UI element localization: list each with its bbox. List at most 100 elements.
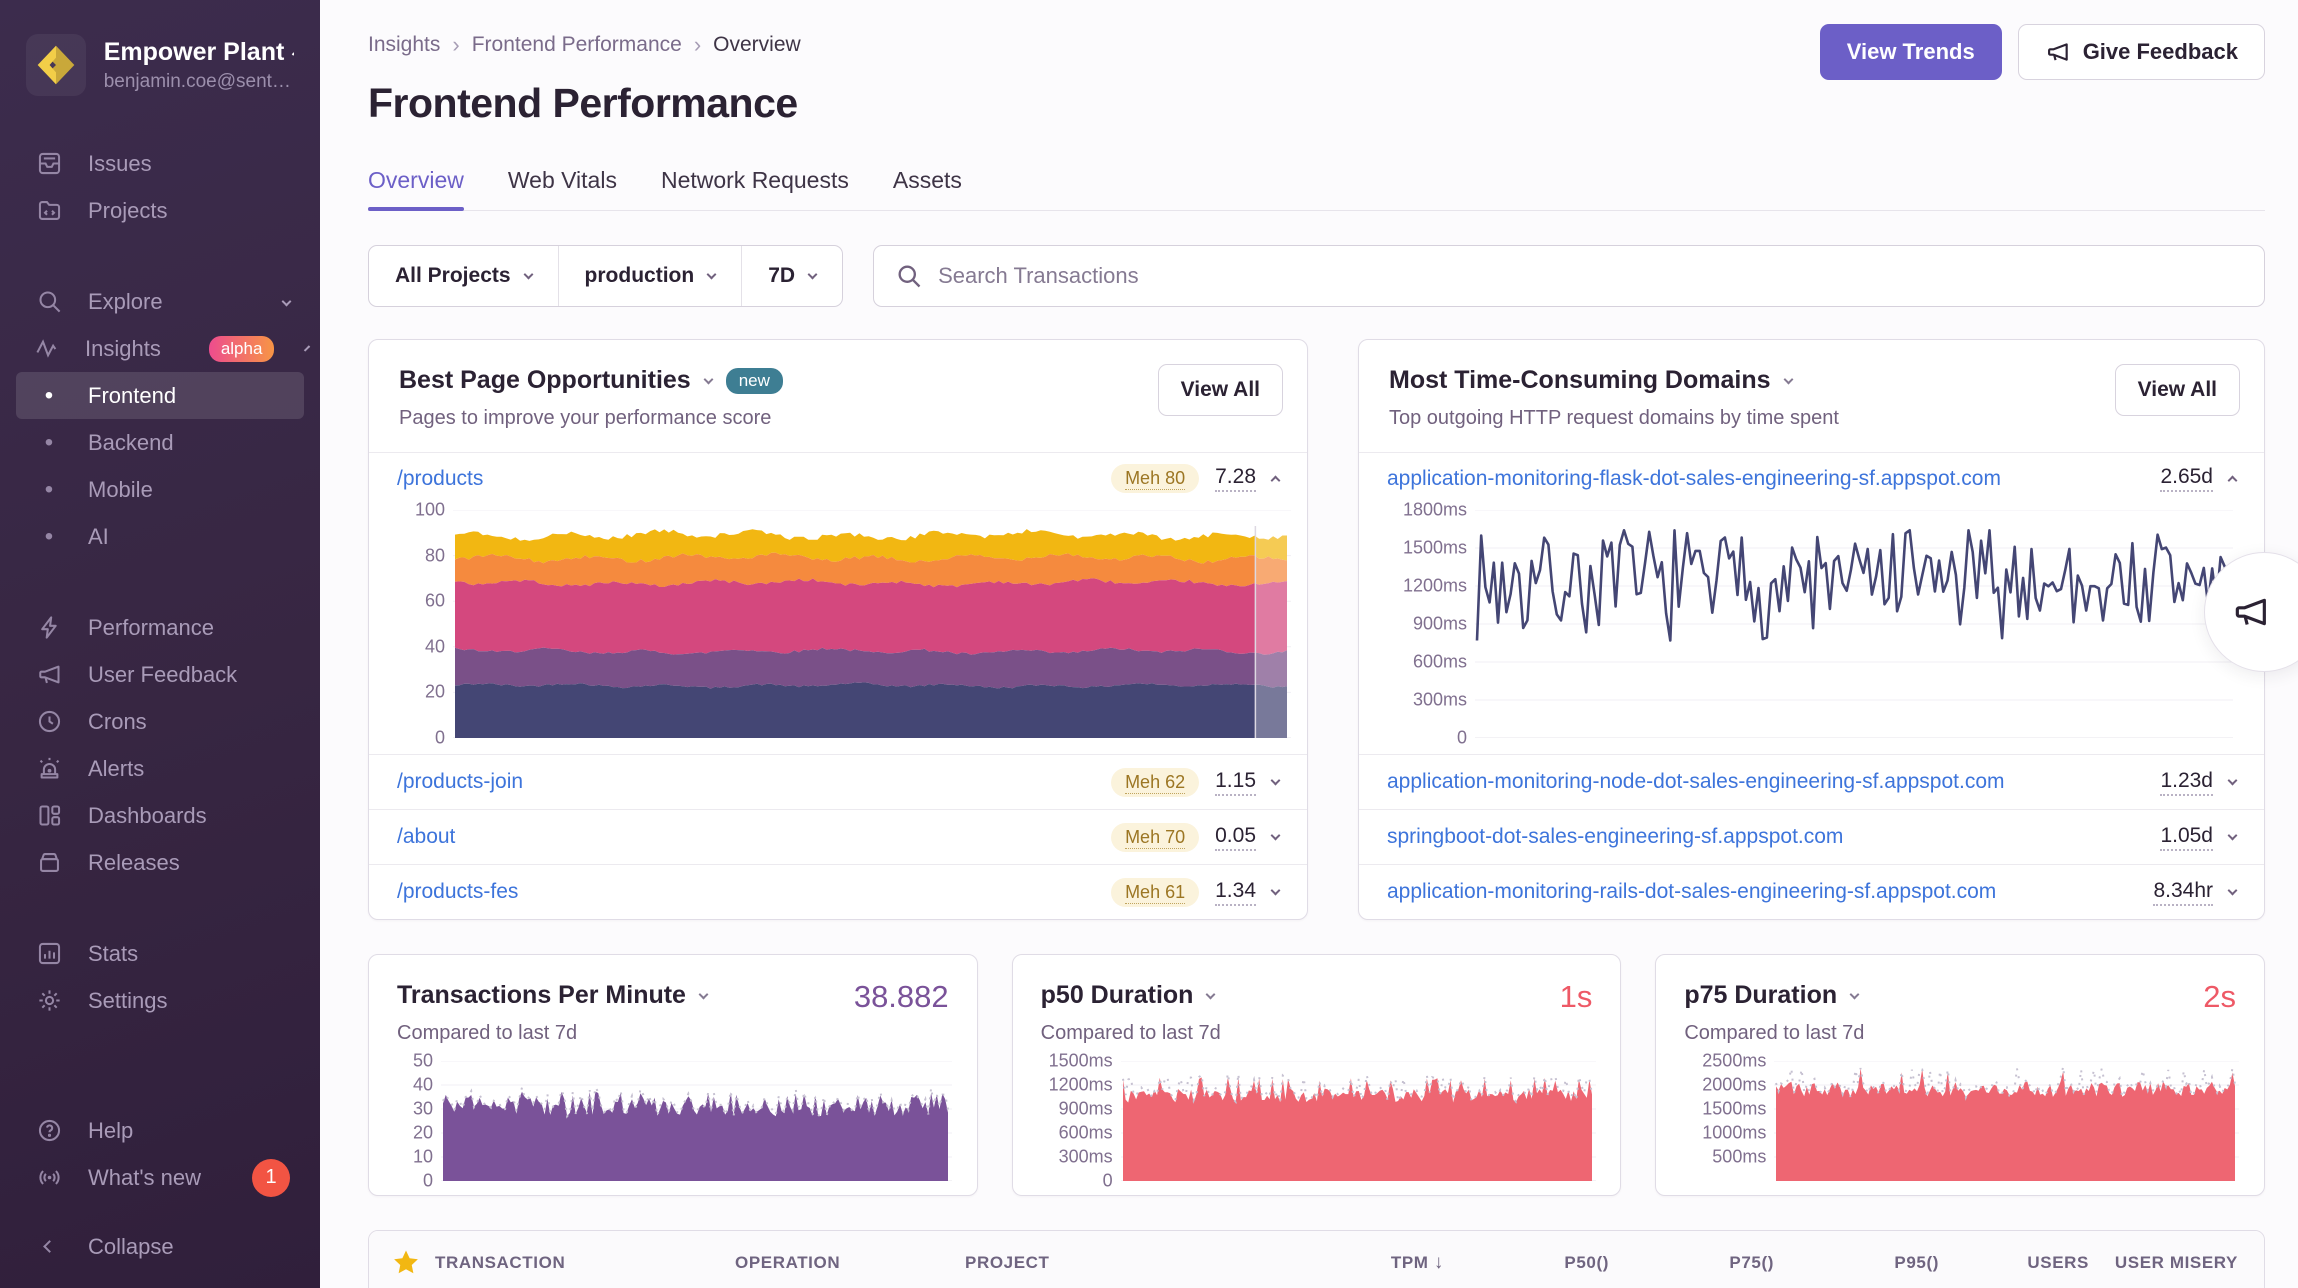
chevron-down-icon[interactable] bbox=[1270, 775, 1281, 786]
sidebar: Empower Plant benjamin.coe@sent… Issues … bbox=[0, 0, 320, 1288]
sidebar-item-insights[interactable]: Insights alpha bbox=[16, 325, 311, 372]
sidebar-item-stats[interactable]: Stats bbox=[16, 930, 304, 977]
tab-assets[interactable]: Assets bbox=[892, 167, 962, 193]
give-feedback-button[interactable]: Give Feedback bbox=[2017, 24, 2265, 80]
list-item[interactable]: /products-fes Meh 61 1.34 bbox=[369, 864, 1307, 919]
list-item[interactable]: /about Meh 70 0.05 bbox=[369, 809, 1307, 864]
breadcrumb-frontend-performance[interactable]: Frontend Performance bbox=[471, 33, 682, 56]
chevron-down-icon[interactable] bbox=[2227, 775, 2238, 786]
list-item[interactable]: application-monitoring-rails-dot-sales-e… bbox=[1359, 864, 2264, 919]
col-header-p50[interactable]: P50() bbox=[1564, 1252, 1609, 1272]
domain-link[interactable]: application-monitoring-rails-dot-sales-e… bbox=[1387, 880, 1997, 903]
chevron-down-icon[interactable] bbox=[1270, 830, 1281, 841]
domain-duration[interactable]: 8.34hr bbox=[2153, 879, 2213, 906]
chevron-down-icon[interactable] bbox=[1270, 885, 1281, 896]
metric-title-selector[interactable]: p75 Duration bbox=[1684, 981, 2236, 1010]
view-trends-button[interactable]: View Trends bbox=[1819, 24, 2002, 80]
domain-duration[interactable]: 1.05d bbox=[2160, 824, 2213, 851]
breadcrumb-insights[interactable]: Insights bbox=[368, 33, 441, 56]
sidebar-item-settings[interactable]: Settings bbox=[16, 977, 304, 1024]
opportunity-value[interactable]: 1.34 bbox=[1215, 879, 1256, 906]
sidebar-item-collapse[interactable]: Collapse bbox=[16, 1223, 304, 1270]
score-badge[interactable]: Meh 62 bbox=[1111, 767, 1200, 797]
list-item[interactable]: /products Meh 80 7.28 bbox=[369, 452, 1307, 504]
sidebar-item-projects[interactable]: Projects bbox=[16, 187, 304, 234]
list-item[interactable]: /products-join Meh 62 1.15 bbox=[369, 754, 1307, 809]
transaction-link[interactable]: /products-fes bbox=[397, 880, 519, 903]
tab-web-vitals[interactable]: Web Vitals bbox=[507, 167, 617, 193]
chevron-down-icon bbox=[281, 296, 292, 307]
sidebar-item-backend[interactable]: • Backend bbox=[16, 419, 304, 466]
view-all-button[interactable]: View All bbox=[2114, 364, 2240, 416]
sidebar-item-user-feedback[interactable]: User Feedback bbox=[16, 651, 304, 698]
transaction-link[interactable]: /products-join bbox=[397, 770, 524, 793]
chevron-down-icon[interactable] bbox=[2227, 885, 2238, 896]
domain-link[interactable]: springboot-dot-sales-engineering-sf.apps… bbox=[1387, 825, 1844, 848]
metric-value: 2s bbox=[2203, 979, 2236, 1014]
sidebar-item-releases[interactable]: Releases bbox=[16, 839, 304, 886]
col-header-operation[interactable]: OPERATION bbox=[735, 1252, 841, 1272]
transaction-link[interactable]: /products bbox=[397, 466, 484, 490]
metric-title-selector[interactable]: p50 Duration bbox=[1041, 981, 1593, 1010]
megaphone-icon bbox=[2047, 43, 2068, 61]
search-input[interactable] bbox=[873, 245, 2265, 307]
list-item[interactable]: application-monitoring-node-dot-sales-en… bbox=[1359, 754, 2264, 809]
domain-link[interactable]: application-monitoring-node-dot-sales-en… bbox=[1387, 770, 2005, 793]
chevron-up-icon[interactable] bbox=[2227, 475, 2238, 485]
p50-chart: 1500ms 1200ms 900ms 600ms 300ms 0 bbox=[1013, 1045, 1621, 1195]
list-item[interactable]: application-monitoring-flask-dot-sales-e… bbox=[1359, 452, 2264, 504]
org-email: benjamin.coe@sent… bbox=[103, 70, 291, 92]
tab-overview[interactable]: Overview bbox=[368, 167, 464, 211]
view-all-button[interactable]: View All bbox=[1157, 364, 1283, 416]
card-title-selector[interactable]: Most Time-Consuming Domains bbox=[1389, 366, 2234, 395]
transaction-link[interactable]: /about bbox=[397, 825, 456, 848]
col-header-tpm[interactable]: TPM ↓ bbox=[1390, 1251, 1444, 1273]
sidebar-item-issues[interactable]: Issues bbox=[16, 140, 304, 187]
col-header-p75[interactable]: P75() bbox=[1729, 1252, 1774, 1272]
sidebar-item-label: Releases bbox=[88, 849, 180, 875]
y-axis: 50 40 30 20 10 0 bbox=[412, 1050, 433, 1191]
col-header-users[interactable]: USERS bbox=[2027, 1252, 2089, 1272]
y-axis: 1800ms 1500ms 1200ms 900ms 600ms 300ms 0 bbox=[1402, 499, 1467, 748]
date-range-filter[interactable]: 7D bbox=[741, 246, 842, 306]
score-badge[interactable]: Meh 70 bbox=[1111, 822, 1200, 852]
col-header-project[interactable]: PROJECT bbox=[965, 1252, 1050, 1272]
sidebar-item-ai[interactable]: • AI bbox=[16, 513, 304, 560]
archive-icon bbox=[34, 848, 64, 878]
col-header-p95[interactable]: P95() bbox=[1894, 1252, 1939, 1272]
domain-duration[interactable]: 2.65d bbox=[2160, 465, 2213, 492]
sidebar-item-whats-new[interactable]: What's new 1 bbox=[16, 1154, 304, 1201]
chevron-down-icon[interactable] bbox=[2227, 830, 2238, 841]
score-badge[interactable]: Meh 61 bbox=[1111, 877, 1200, 907]
sidebar-item-frontend[interactable]: • Frontend bbox=[16, 372, 304, 419]
col-header-transaction[interactable]: TRANSACTION bbox=[435, 1252, 566, 1272]
sidebar-item-mobile[interactable]: • Mobile bbox=[16, 466, 304, 513]
domain-link[interactable]: application-monitoring-flask-dot-sales-e… bbox=[1387, 466, 2001, 490]
sidebar-item-dashboards[interactable]: Dashboards bbox=[16, 792, 304, 839]
metric-title-selector[interactable]: Transactions Per Minute bbox=[397, 981, 949, 1010]
org-switcher[interactable]: Empower Plant benjamin.coe@sent… bbox=[0, 28, 320, 96]
score-badge[interactable]: Meh 80 bbox=[1111, 464, 1200, 493]
domain-duration[interactable]: 1.23d bbox=[2160, 769, 2213, 796]
broadcast-icon bbox=[34, 1163, 64, 1193]
col-header-user-misery[interactable]: USER MISERY bbox=[2114, 1252, 2238, 1272]
opportunity-value[interactable]: 0.05 bbox=[1215, 824, 1256, 851]
chevron-up-icon[interactable] bbox=[1270, 475, 1281, 485]
project-filter[interactable]: All Projects bbox=[369, 246, 558, 306]
sidebar-item-explore[interactable]: Explore bbox=[16, 278, 304, 325]
opportunity-value[interactable]: 1.15 bbox=[1215, 769, 1256, 796]
environment-filter[interactable]: production bbox=[557, 246, 742, 306]
sidebar-item-performance[interactable]: Performance bbox=[16, 604, 304, 651]
performance-score-chart: 100 80 60 40 20 0 bbox=[369, 500, 1307, 754]
sidebar-item-label: Explore bbox=[88, 288, 163, 314]
tab-network-requests[interactable]: Network Requests bbox=[660, 167, 849, 193]
card-title-selector[interactable]: Best Page Opportunities new bbox=[399, 366, 1277, 395]
sidebar-item-help[interactable]: Help bbox=[16, 1107, 304, 1154]
list-item[interactable]: springboot-dot-sales-engineering-sf.apps… bbox=[1359, 809, 2264, 864]
sidebar-item-alerts[interactable]: Alerts bbox=[16, 745, 304, 792]
floating-feedback-button[interactable] bbox=[2204, 552, 2298, 672]
sidebar-item-crons[interactable]: Crons bbox=[16, 698, 304, 745]
star-column-header[interactable] bbox=[369, 1248, 435, 1278]
opportunity-value[interactable]: 7.28 bbox=[1215, 465, 1256, 492]
sidebar-item-label: AI bbox=[88, 523, 109, 549]
